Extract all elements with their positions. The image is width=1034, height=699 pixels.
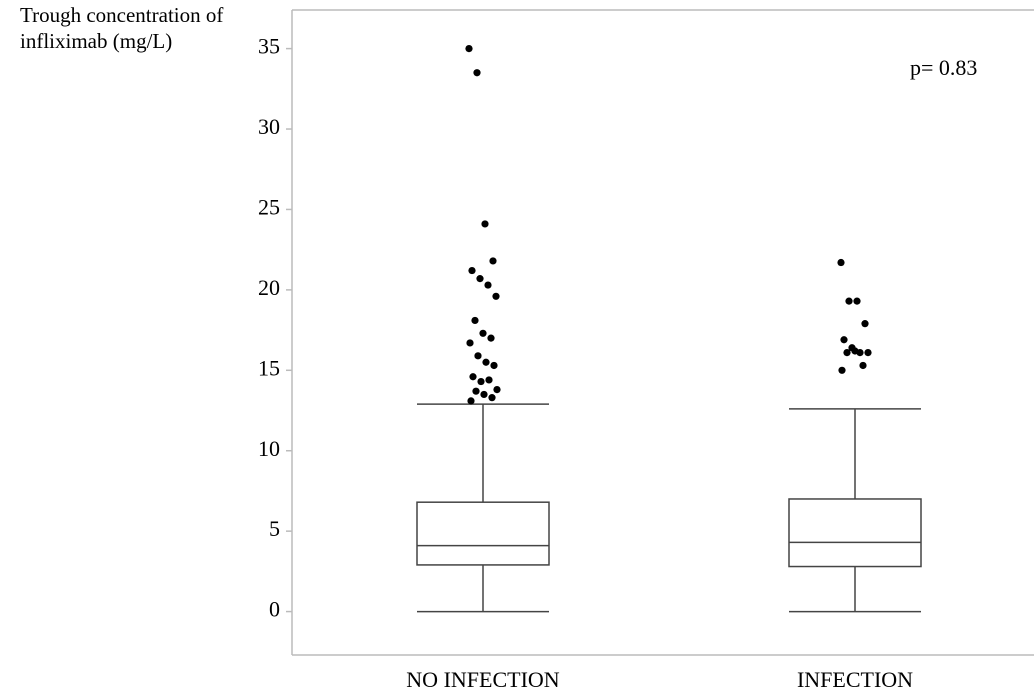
- outlier: [471, 316, 479, 325]
- outlier: [840, 336, 848, 344]
- outlier: [474, 352, 482, 360]
- outlier: [859, 361, 867, 370]
- box: [788, 498, 922, 568]
- outlier: [864, 349, 872, 357]
- y-tick-label: 25: [258, 194, 280, 219]
- outlier: [479, 329, 487, 337]
- y-tick-label: 20: [258, 275, 280, 300]
- x-tick-label: NO INFECTION: [406, 667, 559, 692]
- outlier: [837, 258, 845, 267]
- box: [416, 501, 550, 566]
- outlier: [480, 390, 488, 399]
- y-axis-label: Trough concentration of infliximab (mg/L…: [20, 3, 224, 53]
- outlier: [853, 297, 861, 305]
- annotation: p= 0.83: [910, 55, 977, 80]
- outlier: [473, 69, 481, 77]
- outlier: [861, 320, 869, 328]
- y-tick-label: 30: [258, 114, 280, 139]
- x-tick-label: INFECTION: [797, 667, 913, 692]
- outlier: [466, 339, 474, 347]
- outlier: [489, 257, 497, 265]
- outlier: [472, 387, 480, 395]
- y-tick-label: 0: [269, 597, 280, 622]
- outlier: [490, 361, 498, 370]
- outlier: [482, 358, 490, 366]
- outlier: [468, 266, 476, 275]
- outlier: [469, 373, 477, 381]
- outlier: [493, 386, 501, 394]
- outlier: [477, 377, 485, 386]
- outlier: [487, 334, 495, 342]
- outlier: [845, 297, 853, 305]
- outlier: [481, 220, 489, 228]
- outlier: [467, 397, 475, 405]
- outlier: [488, 394, 496, 402]
- y-tick-label: 5: [269, 516, 280, 541]
- outlier: [843, 349, 851, 357]
- outlier: [838, 366, 846, 374]
- outlier: [484, 281, 492, 289]
- outlier: [476, 275, 484, 283]
- y-tick-label: 35: [258, 34, 280, 59]
- y-tick-label: 15: [258, 355, 280, 380]
- y-tick-label: 10: [258, 436, 280, 461]
- outlier: [492, 292, 500, 300]
- outlier: [465, 45, 473, 53]
- outlier: [851, 347, 859, 355]
- outlier: [485, 376, 493, 384]
